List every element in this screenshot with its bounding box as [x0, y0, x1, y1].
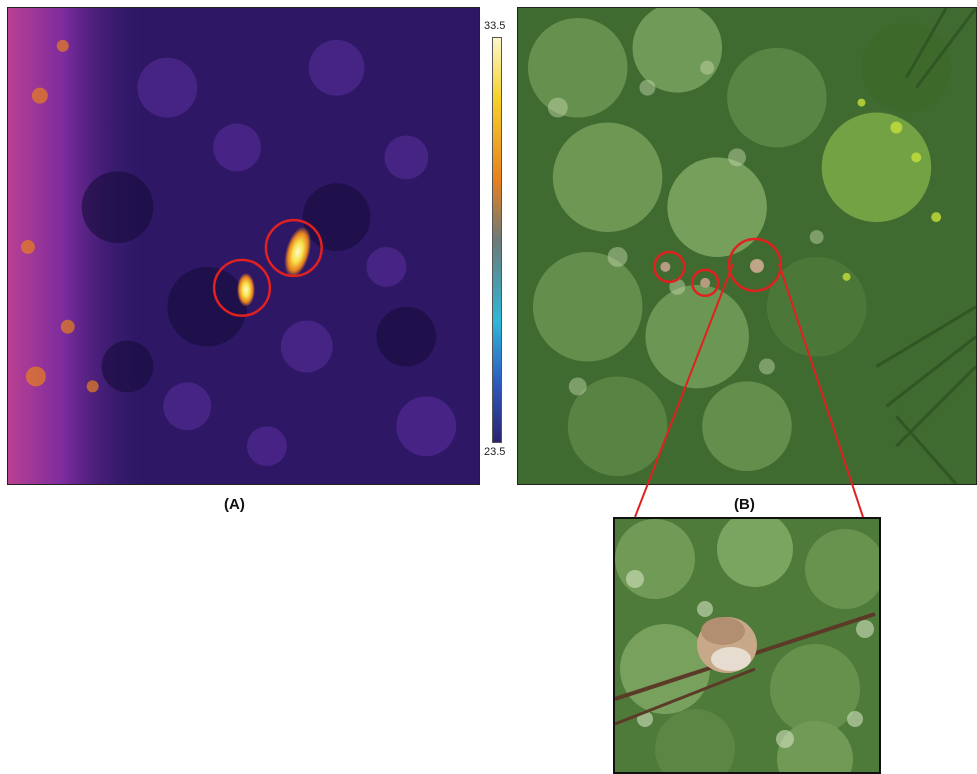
palm-fronds	[875, 8, 976, 484]
panel-label-a: (A)	[224, 496, 245, 513]
thermal-warm-edge-spots	[20, 39, 99, 393]
animal-3	[749, 258, 764, 273]
thermal-image	[8, 8, 479, 484]
thermal-dark-patches	[81, 171, 437, 393]
colorbar-min-label: 23.5	[484, 446, 506, 458]
thermal-image-panel	[7, 7, 480, 485]
animal-2	[700, 277, 711, 288]
panel-label-b: (B)	[734, 496, 755, 513]
temperature-colorbar	[492, 37, 502, 443]
zoomed-inset-panel	[613, 517, 881, 774]
zoomed-inset	[615, 519, 879, 772]
animal-heat-signature-1	[237, 272, 255, 307]
highlight-circle	[212, 258, 272, 317]
animal-1	[660, 261, 671, 272]
thermal-texture	[137, 39, 457, 467]
aerial-photo	[518, 8, 976, 484]
aerial-photo-panel	[517, 7, 977, 485]
highlight-circle	[264, 218, 323, 278]
zoomed-animal	[697, 617, 757, 673]
colorbar-max-label: 33.5	[484, 20, 506, 32]
animal-heat-signature-2	[284, 226, 312, 278]
